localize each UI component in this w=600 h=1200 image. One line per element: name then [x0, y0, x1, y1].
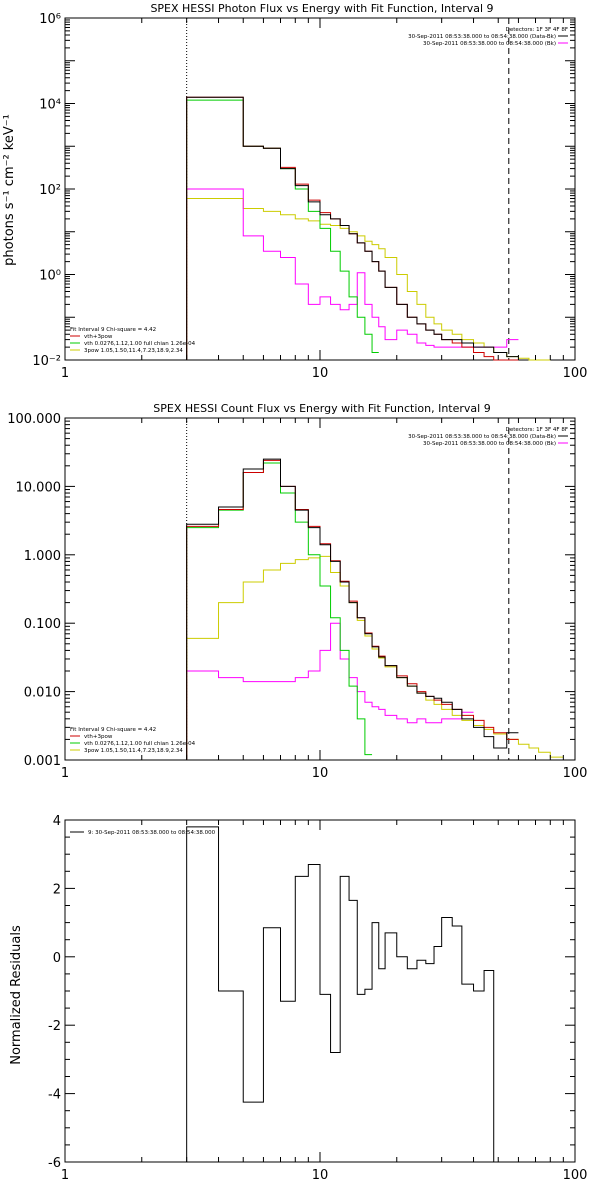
photon-series-3pow — [186, 197, 551, 361]
count-y-tick-label: 0.001 — [24, 754, 61, 769]
photon-flux-plot-frame — [64, 17, 576, 361]
count-series-data-bk — [186, 458, 519, 760]
count-y-tick-label: 100.000 — [7, 412, 61, 427]
count-y-tick-label: 0.010 — [24, 686, 61, 701]
residuals-x-tick-label: 1 — [61, 1168, 69, 1183]
count-flux-right-legend: Detectors: 1F 3F 4F 8F 30-Sep-2011 08:53… — [408, 427, 568, 447]
residuals-x-tick-label: 10 — [312, 1168, 329, 1183]
count-flux-axes-layer: 1 10 100 0.001 0.010 0.100 1.000 10.000 100.000 — [7, 412, 587, 781]
count-series-3pow — [186, 555, 564, 760]
count-legend-data-bk: 30-Sep-2011 08:53:38.000 to 08:54:38.000… — [408, 434, 556, 440]
photon-flux-left-legend: Fit Interval 9 Chi-square = 4.42 vth+3po… — [70, 327, 196, 354]
residuals-x-tick-label: 100 — [563, 1168, 588, 1183]
residuals-axes-layer: 1 10 100 -6 -4 -2 0 2 4 — [48, 814, 587, 1183]
count-legend-vth: vth 0.0276,1.12,1.00 full chian 1.26e-04 — [84, 741, 196, 747]
count-legend-bk: 30-Sep-2011 08:53:38.000 to 08:54:38.000… — [423, 441, 556, 447]
photon-y-tick-label: 10⁶ — [39, 12, 61, 27]
photon-y-tick-label: 10⁰ — [39, 269, 61, 284]
photon-flux-series-layer — [186, 18, 551, 361]
photon-legend-bk: 30-Sep-2011 08:53:38.000 to 08:54:38.000… — [423, 41, 556, 47]
count-series-bk — [186, 622, 474, 760]
photon-legend-data-bk: 30-Sep-2011 08:53:38.000 to 08:54:38.000… — [408, 34, 556, 40]
photon-flux-axes-layer: 1 10 100 10⁻² 10⁰ 10² 10⁴ 10⁶ — [32, 12, 587, 381]
count-series-vth-3pow — [186, 459, 519, 760]
residuals-ylabel: Normalized Residuals — [9, 925, 24, 1065]
photon-legend-vth: vth 0.0276,1.12,1.00 full chian 1.26e-04 — [84, 341, 196, 347]
photon-detectors-label: Detectors: 1F 3F 4F 8F — [506, 27, 568, 33]
photon-x-tick-label: 10 — [312, 366, 329, 381]
residuals-series-layer — [186, 826, 509, 1163]
residuals-y-tick-label: 0 — [53, 951, 61, 966]
photon-x-tick-label: 100 — [563, 366, 588, 381]
count-y-tick-label: 10.000 — [16, 480, 62, 495]
photon-flux-title: SPEX HESSI Photon Flux vs Energy with Fi… — [150, 2, 493, 15]
count-y-tick-label: 1.000 — [24, 549, 61, 564]
photon-y-tick-label: 10⁻² — [32, 354, 61, 369]
photon-series-data-bk — [186, 96, 519, 360]
photon-y-tick-label: 10⁴ — [39, 98, 61, 113]
photon-series-vth-3pow — [186, 96, 519, 361]
count-legend-3pow: 3pow 1.05,1.50,11.4,7.23,18.9,2.34 — [84, 748, 183, 754]
photon-legend-3pow: 3pow 1.05,1.50,11.4,7.23,18.9,2.34 — [84, 348, 183, 354]
count-x-tick-label: 100 — [563, 766, 588, 781]
count-flux-title: SPEX HESSI Count Flux vs Energy with Fit… — [153, 402, 490, 415]
count-flux-left-legend: Fit Interval 9 Chi-square = 4.42 vth+3po… — [70, 727, 196, 754]
count-detectors-label: Detectors: 1F 3F 4F 8F — [506, 427, 568, 433]
photon-flux-panel: SPEX HESSI Photon Flux vs Energy with Fi… — [2, 2, 587, 381]
count-series-vth — [186, 462, 373, 760]
residuals-y-tick-label: 4 — [53, 814, 61, 829]
count-x-tick-label: 10 — [312, 766, 329, 781]
photon-flux-ylabel: photons s⁻¹ cm⁻² keV⁻¹ — [2, 114, 17, 266]
count-fit-header: Fit Interval 9 Chi-square = 4.42 — [70, 727, 156, 733]
photon-legend-vth3pow: vth+3pow — [84, 334, 113, 340]
count-x-tick-label: 1 — [61, 766, 69, 781]
count-flux-panel: SPEX HESSI Count Flux vs Energy with Fit… — [7, 402, 587, 781]
residuals-y-tick-label: -2 — [48, 1019, 61, 1034]
photon-x-tick-label: 1 — [61, 366, 69, 381]
photon-series-bk — [186, 188, 519, 360]
count-flux-plot-frame — [64, 417, 576, 761]
residuals-panel: Normalized Residuals 1 10 100 -6 -4 -2 0 2 4 9: … — [9, 814, 587, 1183]
residuals-series-residual — [186, 826, 509, 1163]
count-legend-vth3pow: vth+3pow — [84, 734, 113, 740]
photon-flux-right-legend: Detectors: 1F 3F 4F 8F 30-Sep-2011 08:53… — [408, 27, 568, 47]
residuals-legend: 9: 30-Sep-2011 08:53:38.000 to 08:54:38.… — [88, 830, 216, 836]
photon-series-vth — [186, 99, 379, 360]
count-y-tick-label: 0.100 — [24, 617, 61, 632]
photon-fit-header: Fit Interval 9 Chi-square = 4.42 — [70, 327, 156, 333]
count-flux-series-layer — [186, 418, 564, 760]
residuals-y-tick-label: -6 — [48, 1156, 61, 1171]
residuals-y-tick-label: 2 — [53, 882, 61, 897]
photon-y-tick-label: 10² — [39, 183, 61, 198]
residuals-y-tick-label: -4 — [48, 1088, 61, 1103]
